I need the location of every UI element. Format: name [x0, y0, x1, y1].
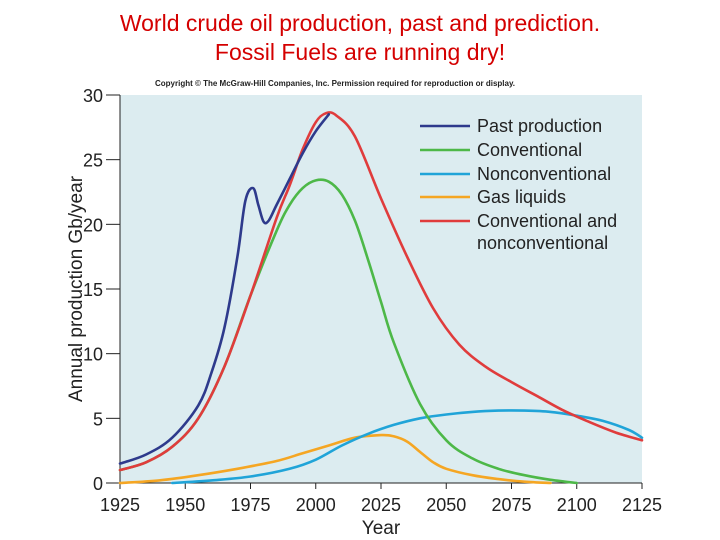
y-tick-label: 20: [83, 215, 103, 235]
series-line-conventional-and-nonconventional: [118, 111, 644, 472]
legend-label-gas-liquids: Gas liquids: [477, 187, 566, 207]
x-tick-label: 2050: [426, 495, 466, 515]
x-tick-label: 1975: [230, 495, 270, 515]
y-tick-label: 30: [83, 86, 103, 106]
legend: Past production Conventional Nonconvention…: [420, 116, 617, 253]
slide-title-line-2: Fossil Fuels are running dry!: [214, 39, 506, 65]
series-group: [118, 111, 644, 485]
x-tick-label: 1925: [100, 495, 140, 515]
y-tick-label: 25: [83, 151, 103, 171]
legend-label-conventional-and-nonconventional: Conventional and nonconventional: [477, 211, 617, 253]
x-tick-label: 2075: [491, 495, 531, 515]
slide-title-line-1: World crude oil production, past and pre…: [119, 10, 601, 36]
y-axis-label: Annual production Gb/year: [66, 175, 87, 402]
x-axis-label: Year: [362, 518, 401, 539]
y-tick-label: 15: [83, 280, 103, 300]
series-line-gas-liquids: [118, 433, 552, 485]
y-tick-label: 10: [83, 345, 103, 365]
series-line-past-production: [118, 113, 331, 465]
x-axis-ticks: 1925 1950 1975 2000 2025 2050 2075 2100 2125: [100, 483, 662, 515]
y-tick-label: 0: [93, 474, 103, 494]
x-tick-label: 2000: [296, 495, 336, 515]
x-tick-label: 1950: [165, 495, 205, 515]
copyright-notice: Copyright © The McGraw-Hill Companies, I…: [155, 79, 515, 88]
x-tick-label: 2025: [361, 495, 401, 515]
y-tick-label: 5: [93, 409, 103, 429]
x-tick-label: 2100: [557, 495, 597, 515]
y-axis-ticks: 0 5 10 15 20 25 30: [83, 86, 120, 494]
legend-label-nonconventional: Nonconventional: [477, 164, 611, 184]
plot-background: [120, 95, 642, 483]
legend-label-conventional: Conventional: [477, 140, 582, 160]
series-line-nonconventional: [170, 409, 644, 485]
legend-label-past-production: Past production: [477, 116, 602, 136]
x-tick-label: 2125: [622, 495, 662, 515]
